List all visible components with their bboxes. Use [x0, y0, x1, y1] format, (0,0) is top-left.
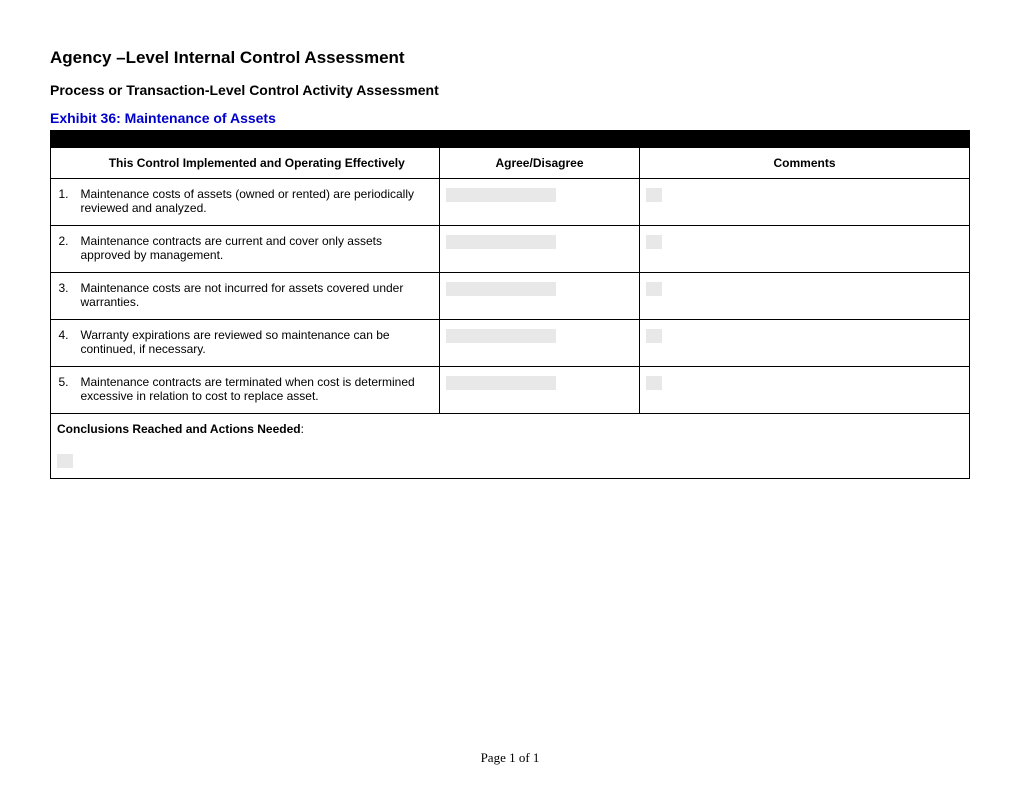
comments-cell[interactable] [640, 320, 970, 367]
table-row: 5. Maintenance contracts are terminated … [51, 367, 970, 414]
input-placeholder[interactable] [646, 329, 662, 343]
control-description: Maintenance contracts are current and co… [75, 226, 440, 273]
table-row: 1. Maintenance costs of assets (owned or… [51, 179, 970, 226]
assessment-table: This Control Implemented and Operating E… [50, 148, 970, 479]
page-title: Agency –Level Internal Control Assessmen… [50, 48, 970, 68]
agree-cell[interactable] [440, 179, 640, 226]
agree-cell[interactable] [440, 273, 640, 320]
conclusions-label: Conclusions Reached and Actions Needed [57, 422, 301, 436]
input-placeholder[interactable] [57, 454, 73, 468]
comments-cell[interactable] [640, 226, 970, 273]
table-black-header-bar [50, 130, 970, 148]
comments-cell[interactable] [640, 179, 970, 226]
input-placeholder[interactable] [646, 376, 662, 390]
table-header-row: This Control Implemented and Operating E… [51, 148, 970, 179]
comments-cell[interactable] [640, 367, 970, 414]
document-page: Agency –Level Internal Control Assessmen… [0, 0, 1020, 788]
column-header-num [51, 148, 75, 179]
input-placeholder[interactable] [646, 235, 662, 249]
column-header-comments: Comments [640, 148, 970, 179]
input-placeholder[interactable] [446, 376, 556, 390]
table-row: 2. Maintenance contracts are current and… [51, 226, 970, 273]
control-description: Warranty expirations are reviewed so mai… [75, 320, 440, 367]
column-header-agree: Agree/Disagree [440, 148, 640, 179]
exhibit-label: Exhibit 36: Maintenance of Assets [50, 110, 970, 126]
control-description: Maintenance costs are not incurred for a… [75, 273, 440, 320]
page-footer: Page 1 of 1 [0, 750, 1020, 766]
row-number: 3. [51, 273, 75, 320]
agree-cell[interactable] [440, 320, 640, 367]
input-placeholder[interactable] [446, 282, 556, 296]
agree-cell[interactable] [440, 367, 640, 414]
conclusions-row: Conclusions Reached and Actions Needed: [51, 414, 970, 479]
control-description: Maintenance costs of assets (owned or re… [75, 179, 440, 226]
page-subtitle: Process or Transaction-Level Control Act… [50, 82, 970, 98]
row-number: 1. [51, 179, 75, 226]
column-header-control: This Control Implemented and Operating E… [75, 148, 440, 179]
row-number: 2. [51, 226, 75, 273]
input-placeholder[interactable] [446, 329, 556, 343]
conclusions-colon: : [301, 422, 304, 436]
input-placeholder[interactable] [646, 282, 662, 296]
comments-cell[interactable] [640, 273, 970, 320]
table-row: 3. Maintenance costs are not incurred fo… [51, 273, 970, 320]
conclusions-cell[interactable]: Conclusions Reached and Actions Needed: [51, 414, 970, 479]
input-placeholder[interactable] [446, 188, 556, 202]
row-number: 4. [51, 320, 75, 367]
input-placeholder[interactable] [646, 188, 662, 202]
row-number: 5. [51, 367, 75, 414]
control-description: Maintenance contracts are terminated whe… [75, 367, 440, 414]
table-row: 4. Warranty expirations are reviewed so … [51, 320, 970, 367]
input-placeholder[interactable] [446, 235, 556, 249]
agree-cell[interactable] [440, 226, 640, 273]
